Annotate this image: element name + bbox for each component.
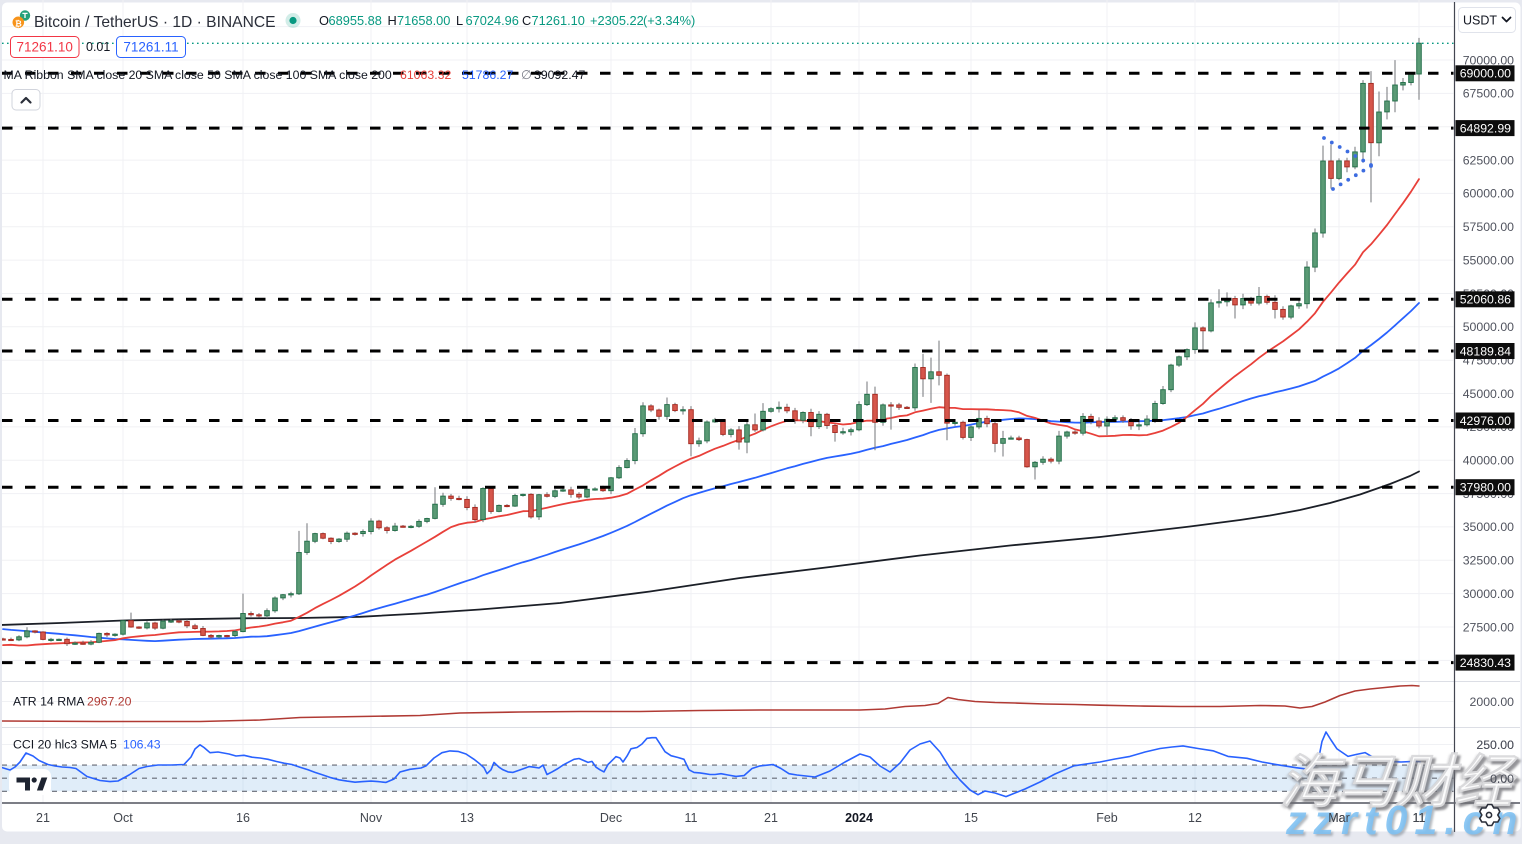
svg-text:2024: 2024 (845, 811, 873, 825)
svg-text:+2305.22: +2305.22 (590, 13, 644, 28)
svg-text:71658.00: 71658.00 (397, 13, 450, 28)
svg-text:Nov: Nov (360, 811, 383, 825)
svg-text:∅: ∅ (521, 68, 532, 82)
svg-text:39092.47: 39092.47 (534, 68, 585, 82)
svg-text:USDT: USDT (1463, 14, 1497, 28)
svg-text:(+3.34%): (+3.34%) (643, 13, 695, 28)
svg-text:67500.00: 67500.00 (1463, 87, 1514, 101)
svg-text:67024.96: 67024.96 (466, 13, 519, 28)
svg-text:Mar: Mar (1328, 811, 1350, 825)
svg-text:2000.00: 2000.00 (1470, 695, 1515, 709)
svg-text:62500.00: 62500.00 (1463, 153, 1514, 167)
svg-text:71261.11: 71261.11 (123, 39, 178, 54)
svg-text:₿: ₿ (15, 18, 22, 28)
svg-text:L: L (456, 13, 463, 28)
svg-text:70000.00: 70000.00 (1463, 53, 1514, 67)
svg-text:11: 11 (1413, 811, 1426, 825)
svg-text:ATR 14 RMA: ATR 14 RMA (13, 695, 85, 709)
svg-text:MA Ribbon SMA close 20 SMA clo: MA Ribbon SMA close 20 SMA close 50 SMA … (4, 68, 392, 82)
svg-text:15: 15 (964, 811, 978, 825)
svg-text:57500.00: 57500.00 (1463, 220, 1514, 234)
svg-text:C: C (522, 13, 531, 28)
svg-text:60000.00: 60000.00 (1463, 187, 1514, 201)
svg-text:52060.86: 52060.86 (1460, 293, 1511, 307)
svg-text:51786.27: 51786.27 (462, 68, 513, 82)
svg-text:45000.00: 45000.00 (1463, 387, 1514, 401)
svg-text:68955.88: 68955.88 (329, 13, 382, 28)
svg-text:71261.10: 71261.10 (532, 13, 585, 28)
svg-text:13: 13 (460, 811, 474, 825)
svg-text:42976.00: 42976.00 (1460, 414, 1511, 428)
svg-text:Oct: Oct (113, 811, 133, 825)
svg-text:16: 16 (236, 811, 250, 825)
svg-text:Feb: Feb (1096, 811, 1118, 825)
svg-text:37980.00: 37980.00 (1460, 480, 1511, 494)
svg-text:55000.00: 55000.00 (1463, 253, 1514, 267)
svg-text:11: 11 (685, 811, 698, 825)
svg-text:0.00: 0.00 (1490, 772, 1514, 786)
svg-text:CCI 20 hlc3 SMA 5: CCI 20 hlc3 SMA 5 (13, 738, 117, 752)
svg-text:0.01: 0.01 (86, 40, 110, 54)
svg-text:Dec: Dec (600, 811, 622, 825)
svg-text:106.43: 106.43 (123, 738, 161, 752)
svg-text:21: 21 (764, 811, 778, 825)
svg-text:2967.20: 2967.20 (87, 695, 132, 709)
svg-text:48189.84: 48189.84 (1460, 344, 1511, 358)
svg-text:250.00: 250.00 (1476, 738, 1514, 752)
svg-text:27500.00: 27500.00 (1463, 620, 1514, 634)
svg-text:40000.00: 40000.00 (1463, 454, 1514, 468)
svg-text:O: O (319, 13, 329, 28)
svg-text:24830.43: 24830.43 (1460, 656, 1511, 670)
svg-text:12: 12 (1188, 811, 1202, 825)
svg-text:Bitcoin / TetherUS · 1D · BINA: Bitcoin / TetherUS · 1D · BINANCE (34, 14, 276, 31)
svg-text:69000.00: 69000.00 (1460, 67, 1511, 81)
svg-text:61063.32: 61063.32 (400, 68, 451, 82)
svg-text:21: 21 (36, 811, 50, 825)
svg-text:64892.99: 64892.99 (1460, 121, 1511, 135)
svg-text:35000.00: 35000.00 (1463, 520, 1514, 534)
svg-text:32500.00: 32500.00 (1463, 554, 1514, 568)
svg-text:50000.00: 50000.00 (1463, 320, 1514, 334)
svg-text:H: H (388, 13, 397, 28)
svg-text:30000.00: 30000.00 (1463, 587, 1514, 601)
svg-text:71261.10: 71261.10 (17, 39, 73, 54)
